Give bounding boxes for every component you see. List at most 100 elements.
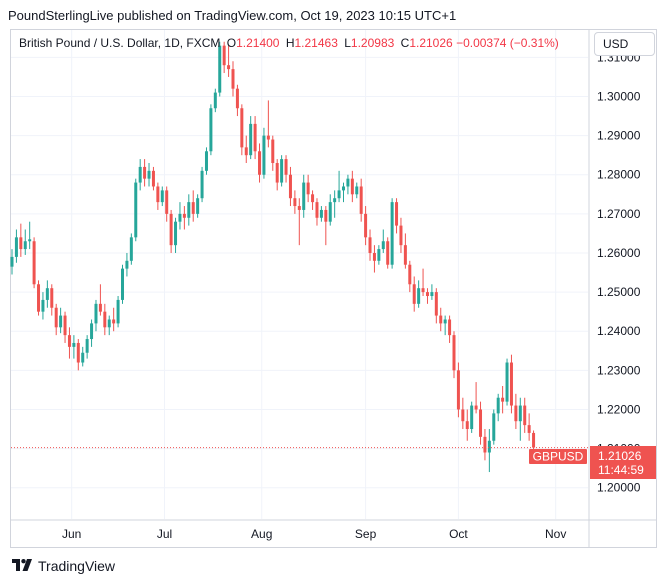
candle-body xyxy=(182,213,186,218)
candle-body xyxy=(85,339,89,353)
candle xyxy=(271,135,275,171)
candle-body xyxy=(496,397,500,414)
candle-body xyxy=(262,135,266,175)
candle xyxy=(227,45,231,77)
candle xyxy=(112,307,116,332)
candle-body xyxy=(319,209,323,218)
candle-body xyxy=(527,425,531,433)
candle-body xyxy=(364,213,368,238)
candle-body xyxy=(333,198,337,203)
candle xyxy=(191,190,195,222)
candle-body xyxy=(169,213,173,246)
candle-body xyxy=(138,166,142,183)
candle-body xyxy=(174,221,178,246)
candle xyxy=(439,307,443,332)
candle-body xyxy=(165,190,169,214)
candle-body xyxy=(151,170,155,187)
candle xyxy=(204,147,208,175)
candle-body xyxy=(23,241,27,250)
candle-body xyxy=(72,342,76,347)
candle-body xyxy=(187,202,191,218)
candle xyxy=(461,397,465,430)
candle xyxy=(306,174,310,203)
candle xyxy=(342,182,345,203)
y-tick-label: 1.27000 xyxy=(597,207,641,221)
y-tick-label: 1.20000 xyxy=(597,481,641,495)
candle xyxy=(76,339,80,371)
candle-body xyxy=(63,315,67,336)
candle-body xyxy=(465,421,469,430)
candle-body xyxy=(483,436,487,453)
candle xyxy=(381,229,385,253)
candle xyxy=(23,229,27,255)
candle-body xyxy=(178,213,182,222)
candle xyxy=(399,217,403,253)
price-axis: 1.310001.300001.290001.280001.270001.260… xyxy=(597,50,641,494)
candle xyxy=(72,335,76,359)
candle-body xyxy=(434,292,438,316)
change-value: −0.00374 (−0.31%) xyxy=(456,36,559,50)
candle xyxy=(129,233,133,265)
candle xyxy=(293,190,297,214)
brand-name: TradingView xyxy=(38,558,116,574)
candle-body xyxy=(196,198,200,214)
candle-body xyxy=(45,288,49,300)
candle xyxy=(103,303,107,336)
candle xyxy=(160,186,164,207)
candle xyxy=(483,429,487,461)
x-tick-label: Sep xyxy=(355,527,377,541)
candle xyxy=(319,206,323,222)
footer-brand[interactable]: TradingView xyxy=(12,558,115,574)
candle xyxy=(253,116,257,160)
candle-body xyxy=(421,288,425,293)
candle xyxy=(355,182,359,199)
candle-body xyxy=(403,245,407,265)
candle xyxy=(222,41,226,74)
candle xyxy=(421,268,425,297)
candle xyxy=(10,249,14,275)
candle xyxy=(37,280,41,316)
candle-body xyxy=(244,147,248,156)
candle xyxy=(54,303,58,336)
candle xyxy=(412,276,416,312)
candle-body xyxy=(381,241,385,250)
candle xyxy=(107,315,111,336)
candle-body xyxy=(386,241,390,265)
candle-body xyxy=(125,260,129,269)
candle xyxy=(50,284,54,316)
candle xyxy=(425,288,429,304)
candle-body xyxy=(200,170,204,199)
candle-body xyxy=(116,299,120,324)
candle-body xyxy=(448,319,452,336)
candle xyxy=(346,174,350,195)
candle-body xyxy=(191,202,195,214)
candle-body xyxy=(337,190,341,199)
candle-body xyxy=(266,135,270,140)
x-tick-label: Oct xyxy=(449,527,468,541)
candle xyxy=(386,237,390,269)
candle xyxy=(297,198,301,246)
low-value: 1.20983 xyxy=(350,36,395,50)
candle-body xyxy=(112,319,116,324)
candle-body xyxy=(284,159,288,175)
x-tick-label: Aug xyxy=(251,527,272,541)
candle xyxy=(288,166,292,207)
candle-body xyxy=(134,182,138,238)
candle xyxy=(63,311,67,343)
candle-body xyxy=(417,288,421,304)
open-label: O xyxy=(226,36,237,50)
currency-button[interactable]: USD xyxy=(594,32,655,56)
candle xyxy=(501,385,505,414)
candle xyxy=(258,143,262,183)
candle-body xyxy=(470,405,474,430)
candle-body xyxy=(302,182,306,210)
candle xyxy=(324,206,328,246)
candle-body xyxy=(258,151,262,175)
candle-body xyxy=(297,206,301,210)
candle xyxy=(434,288,438,324)
candle xyxy=(116,296,120,328)
candle-body xyxy=(324,209,328,222)
candle xyxy=(59,307,63,334)
candle-body xyxy=(275,163,279,183)
